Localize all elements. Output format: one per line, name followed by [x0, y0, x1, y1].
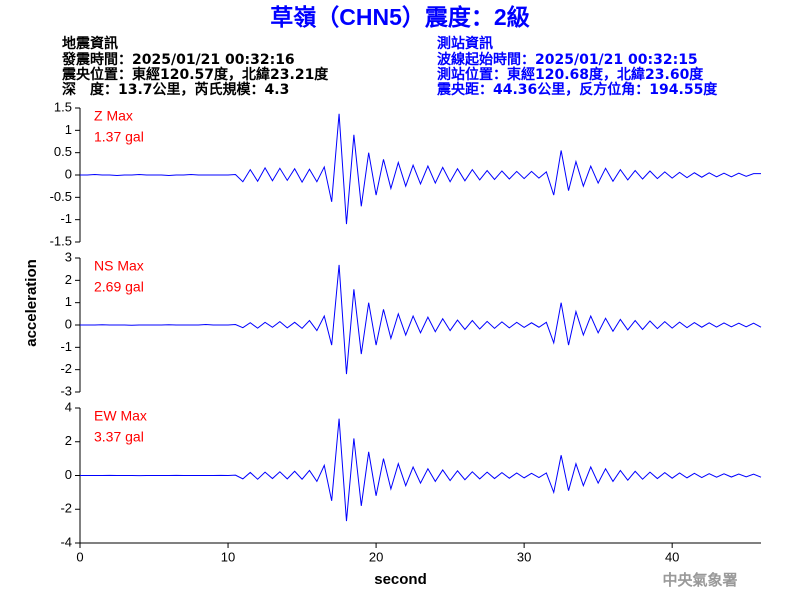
y-tick-label: 3 — [65, 249, 72, 264]
info-line: 測站資訊 — [437, 35, 493, 52]
y-tick-label: 0 — [65, 166, 72, 181]
max-annotation: EW Max — [94, 408, 147, 424]
info-line: 發震時間：2025/01/21 00:32:16 — [61, 51, 295, 68]
waveform — [80, 264, 762, 375]
waveform — [80, 113, 761, 225]
y-tick-label: 2 — [65, 272, 72, 287]
info-line: 深 度：13.7公里，芮氏規模：4.3 — [62, 81, 289, 98]
title: 草嶺（CHN5）震度：2級 — [270, 4, 529, 30]
info-line: 震央距：44.36公里，反方位角：194.55度 — [436, 81, 718, 98]
x-tick-label: 30 — [517, 549, 531, 564]
x-tick-label: 20 — [369, 549, 383, 564]
y-tick-label: -1.5 — [50, 233, 72, 248]
y-tick-label: 1.5 — [54, 99, 72, 114]
y-tick-label: -0.5 — [50, 189, 72, 204]
y-tick-label: -1 — [60, 211, 72, 226]
max-annotation: NS Max — [94, 258, 144, 274]
y-tick-label: -2 — [60, 501, 72, 516]
info-line: 波線起始時間：2025/01/21 00:32:15 — [437, 51, 698, 68]
info-line: 地震資訊 — [62, 35, 118, 52]
info-line: 震央位置：東經120.57度，北緯23.21度 — [61, 66, 329, 83]
y-tick-label: -1 — [60, 339, 72, 354]
x-axis-label: second — [374, 571, 427, 588]
max-annotation: Z Max — [94, 108, 133, 124]
x-tick-label: 0 — [76, 549, 83, 564]
x-tick-label: 40 — [665, 549, 679, 564]
watermark: 中央氣象署 — [662, 571, 737, 589]
max-annotation: 3.37 gal — [94, 429, 144, 445]
info-line: 測站位置：東經120.68度，北緯23.60度 — [437, 66, 704, 83]
y-axis-label: acceleration — [23, 259, 40, 347]
y-tick-label: 0 — [65, 467, 72, 482]
waveform — [80, 418, 762, 522]
max-annotation: 2.69 gal — [94, 279, 144, 295]
y-tick-label: -4 — [60, 534, 72, 549]
y-tick-label: 0.5 — [54, 144, 72, 159]
y-tick-label: 1 — [65, 122, 72, 137]
y-tick-label: -2 — [60, 361, 72, 376]
y-tick-label: 2 — [65, 433, 72, 448]
max-annotation: 1.37 gal — [94, 129, 144, 145]
x-tick-label: 10 — [221, 549, 235, 564]
y-tick-label: -3 — [60, 383, 72, 398]
y-tick-label: 4 — [65, 399, 72, 414]
y-tick-label: 1 — [65, 294, 72, 309]
y-tick-label: 0 — [65, 316, 72, 331]
